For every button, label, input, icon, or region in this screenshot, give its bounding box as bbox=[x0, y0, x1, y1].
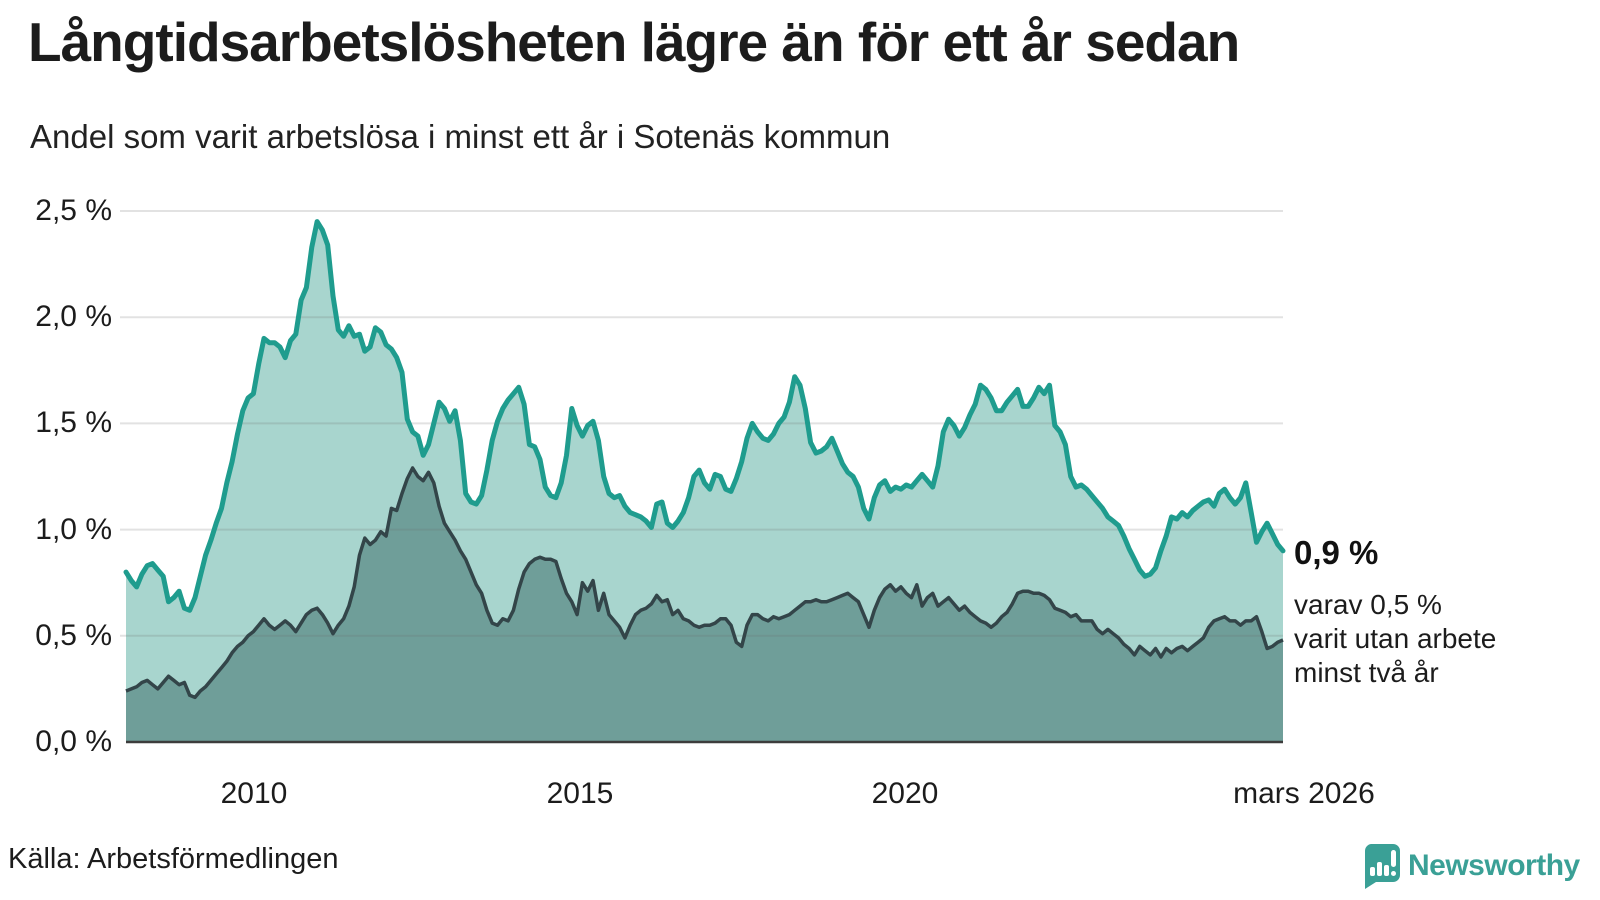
y-tick-1-0: 1,0 % bbox=[35, 513, 112, 546]
x-tick-2020: 2020 bbox=[871, 777, 939, 810]
y-tick-2-0: 2,0 % bbox=[35, 300, 112, 333]
two-year-line bbox=[125, 466, 1284, 700]
x-tick-2015: 2015 bbox=[546, 777, 614, 810]
x-tick-2010: 2010 bbox=[220, 777, 288, 810]
y-tick-1-5: 1,5 % bbox=[35, 406, 112, 439]
page-title: Långtidsarbetslösheten lägre än för ett … bbox=[28, 11, 1240, 73]
newsworthy-logo-text: Newsworthy bbox=[1408, 849, 1580, 882]
y-tick-0-5: 0,5 % bbox=[35, 619, 112, 652]
two-year-share-label: varav 0,5 % varit utan arbete minst två … bbox=[1294, 589, 1497, 688]
newsworthy-bubble-icon bbox=[1364, 844, 1400, 889]
x-tick-mars-2026: mars 2026 bbox=[1233, 777, 1375, 810]
source-note: Källa: Arbetsförmedlingen bbox=[8, 843, 339, 875]
two-year-area-fill bbox=[126, 468, 1283, 742]
chart-subtitle: Andel som varit arbetslösa i minst ett å… bbox=[30, 118, 891, 155]
total-line bbox=[123, 219, 1286, 613]
y-tick-0-0: 0,0 % bbox=[35, 725, 112, 758]
y-tick-2-5: 2,5 % bbox=[35, 194, 112, 227]
newsworthy-logo: Newsworthy bbox=[1360, 840, 1592, 892]
latest-value-label: 0,9 % bbox=[1294, 534, 1379, 571]
